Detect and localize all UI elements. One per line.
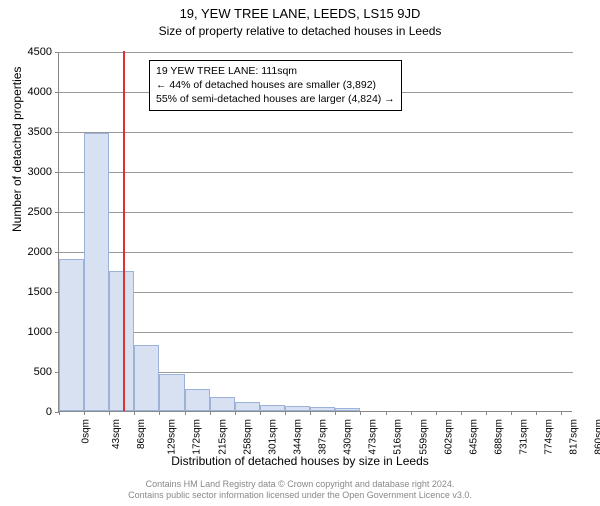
- xtick-label: 559sqm: [418, 419, 429, 455]
- xtick-mark: [310, 411, 311, 415]
- xtick-label: 516sqm: [393, 419, 404, 455]
- xtick-label: 129sqm: [167, 419, 178, 455]
- ytick-mark: [55, 52, 59, 53]
- histogram-bar: [335, 408, 360, 411]
- xtick-label: 344sqm: [293, 419, 304, 455]
- xtick-mark: [511, 411, 512, 415]
- ytick-label: 500: [12, 366, 52, 378]
- histogram-bar: [260, 405, 285, 411]
- histogram-bar: [235, 402, 260, 411]
- xtick-mark: [335, 411, 336, 415]
- ytick-label: 1500: [12, 286, 52, 298]
- gridline: [59, 252, 573, 253]
- xtick-label: 0sqm: [80, 419, 91, 443]
- xtick-label: 774sqm: [544, 419, 555, 455]
- xtick-label: 301sqm: [267, 419, 278, 455]
- xtick-mark: [59, 411, 60, 415]
- xtick-mark: [84, 411, 85, 415]
- ytick-mark: [55, 92, 59, 93]
- annotation-line: 19 YEW TREE LANE: 111sqm: [156, 64, 395, 78]
- xtick-mark: [260, 411, 261, 415]
- xtick-label: 860sqm: [594, 419, 600, 455]
- xtick-label: 43sqm: [111, 419, 122, 449]
- ytick-label: 2000: [12, 246, 52, 258]
- xtick-mark: [486, 411, 487, 415]
- x-axis-label: Distribution of detached houses by size …: [0, 454, 600, 468]
- xtick-mark: [360, 411, 361, 415]
- xtick-label: 215sqm: [217, 419, 228, 455]
- histogram-bar: [185, 389, 210, 411]
- page-subtitle: Size of property relative to detached ho…: [0, 24, 600, 38]
- histogram-bar: [310, 407, 335, 411]
- histogram-chart: 19 YEW TREE LANE: 111sqm← 44% of detache…: [58, 52, 572, 412]
- ytick-label: 3000: [12, 166, 52, 178]
- footer-line-2: Contains public sector information licen…: [0, 490, 600, 502]
- xtick-mark: [436, 411, 437, 415]
- ytick-mark: [55, 132, 59, 133]
- xtick-mark: [235, 411, 236, 415]
- xtick-mark: [210, 411, 211, 415]
- property-marker-line: [123, 51, 125, 411]
- xtick-mark: [411, 411, 412, 415]
- ytick-label: 1000: [12, 326, 52, 338]
- xtick-label: 430sqm: [343, 419, 354, 455]
- ytick-label: 2500: [12, 206, 52, 218]
- xtick-mark: [109, 411, 110, 415]
- ytick-mark: [55, 212, 59, 213]
- xtick-mark: [561, 411, 562, 415]
- gridline: [59, 332, 573, 333]
- xtick-mark: [386, 411, 387, 415]
- ytick-label: 0: [12, 406, 52, 418]
- gridline: [59, 172, 573, 173]
- gridline: [59, 212, 573, 213]
- xtick-label: 817sqm: [569, 419, 580, 455]
- gridline: [59, 52, 573, 53]
- histogram-bar: [159, 374, 184, 411]
- xtick-label: 602sqm: [443, 419, 454, 455]
- annotation-line: ← 44% of detached houses are smaller (3,…: [156, 78, 395, 92]
- xtick-mark: [536, 411, 537, 415]
- xtick-label: 172sqm: [192, 419, 203, 455]
- annotation-box: 19 YEW TREE LANE: 111sqm← 44% of detache…: [149, 60, 402, 111]
- xtick-mark: [159, 411, 160, 415]
- xtick-mark: [185, 411, 186, 415]
- xtick-label: 688sqm: [493, 419, 504, 455]
- ytick-mark: [55, 252, 59, 253]
- ytick-label: 4500: [12, 46, 52, 58]
- histogram-bar: [59, 259, 84, 411]
- footer-attribution: Contains HM Land Registry data © Crown c…: [0, 479, 600, 502]
- xtick-mark: [285, 411, 286, 415]
- histogram-bar: [210, 397, 235, 411]
- xtick-label: 731sqm: [519, 419, 530, 455]
- page-title: 19, YEW TREE LANE, LEEDS, LS15 9JD: [0, 6, 600, 21]
- xtick-label: 86sqm: [136, 419, 147, 449]
- footer-line-1: Contains HM Land Registry data © Crown c…: [0, 479, 600, 491]
- xtick-mark: [461, 411, 462, 415]
- gridline: [59, 132, 573, 133]
- xtick-label: 473sqm: [368, 419, 379, 455]
- xtick-label: 258sqm: [242, 419, 253, 455]
- histogram-bar: [134, 345, 159, 411]
- histogram-bar: [285, 406, 310, 411]
- xtick-label: 645sqm: [468, 419, 479, 455]
- ytick-mark: [55, 172, 59, 173]
- histogram-bar: [84, 133, 109, 411]
- gridline: [59, 292, 573, 293]
- xtick-mark: [134, 411, 135, 415]
- annotation-line: 55% of semi-detached houses are larger (…: [156, 92, 395, 106]
- ytick-label: 3500: [12, 126, 52, 138]
- xtick-label: 387sqm: [318, 419, 329, 455]
- histogram-bar: [109, 271, 134, 411]
- ytick-label: 4000: [12, 86, 52, 98]
